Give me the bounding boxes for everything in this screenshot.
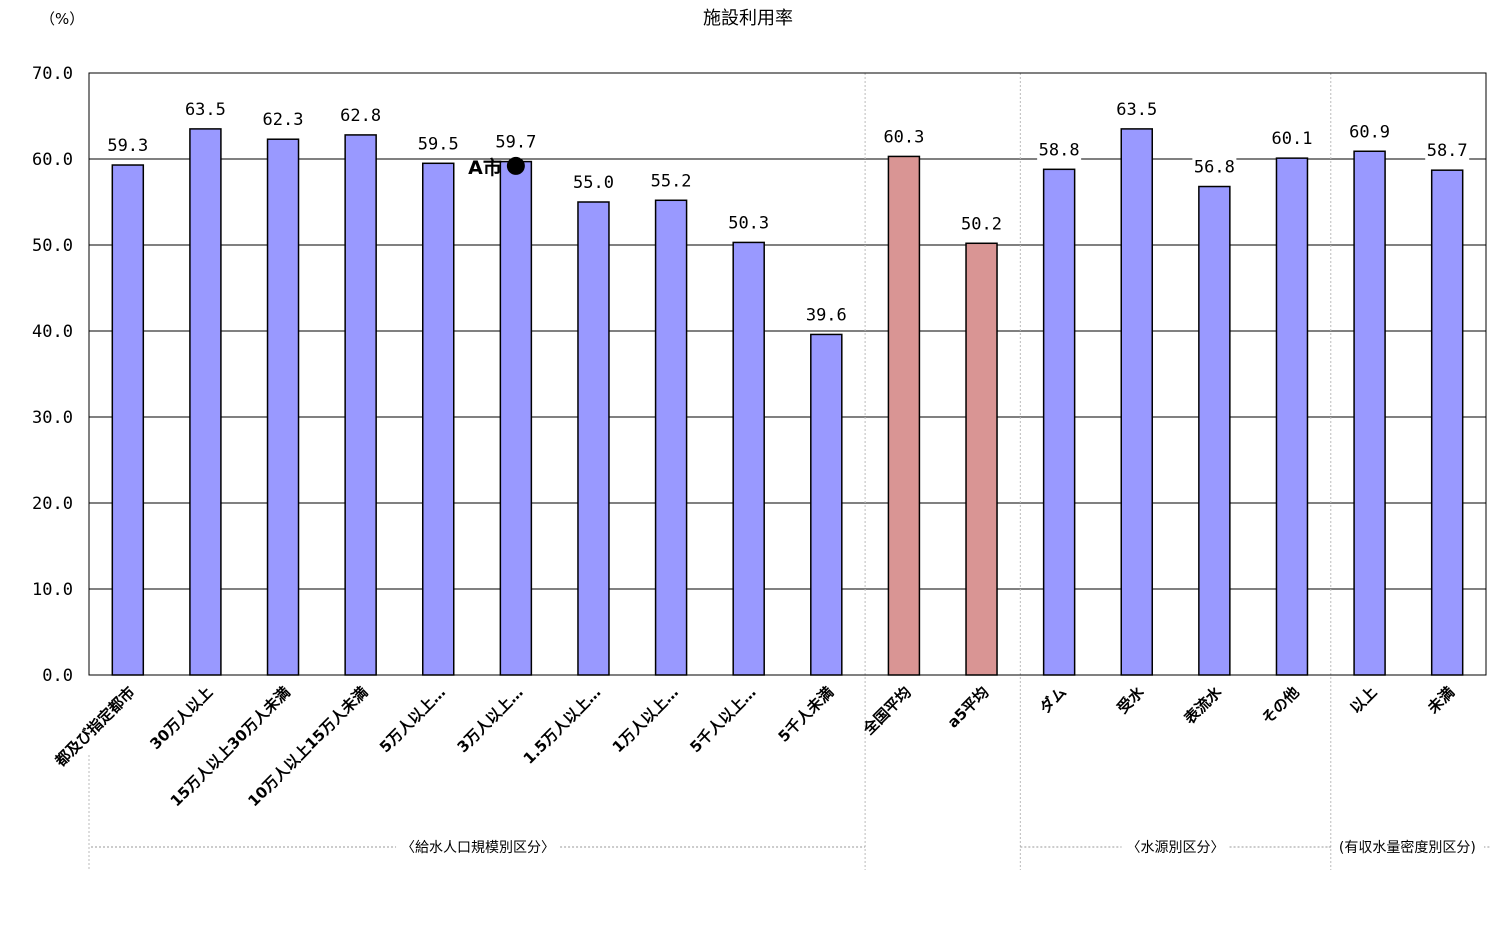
y-tick-label: 10.0 xyxy=(32,580,73,600)
group-label: 〈水源別区分〉 xyxy=(1127,840,1225,856)
y-tick-label: 0.0 xyxy=(42,666,73,686)
value-label-background xyxy=(1269,128,1314,150)
a-city-label: A市 xyxy=(468,156,502,179)
bar xyxy=(422,162,455,676)
bar xyxy=(965,242,998,676)
value-label-background xyxy=(649,170,694,192)
value-label: 58.8 xyxy=(1039,140,1080,160)
value-label-background xyxy=(1347,121,1392,143)
bar xyxy=(1198,185,1231,676)
a-city-marker: A市 xyxy=(468,156,525,179)
value-label: 63.5 xyxy=(185,100,226,120)
value-label: 56.8 xyxy=(1194,158,1235,178)
value-label-background xyxy=(571,172,616,193)
y-tick-label: 50.0 xyxy=(32,236,73,256)
x-axis-label: 全国平均 xyxy=(859,683,915,739)
value-label: 39.6 xyxy=(806,305,847,325)
bar xyxy=(344,134,377,676)
y-tick-label: 30.0 xyxy=(32,408,73,428)
value-label-background xyxy=(416,133,461,155)
x-axis-label: 1万人以上… xyxy=(609,683,682,756)
plot-frame xyxy=(88,72,1487,676)
value-label-background xyxy=(183,98,228,120)
y-tick-label: 20.0 xyxy=(32,494,73,514)
value-label-background xyxy=(261,109,306,131)
group-label: (有収水量密度別区分) xyxy=(1339,839,1476,856)
value-label: 50.3 xyxy=(728,213,769,233)
value-label-background xyxy=(105,135,150,157)
value-label: 59.5 xyxy=(418,134,459,154)
value-label-background xyxy=(1037,139,1082,161)
value-label: 55.2 xyxy=(651,171,692,191)
x-axis-label: a5平均 xyxy=(944,683,992,731)
x-axis-label: 表流水 xyxy=(1181,682,1226,727)
value-label-background xyxy=(959,213,1004,235)
value-label-background xyxy=(338,104,383,126)
bar xyxy=(1042,168,1076,676)
x-axis-label: ダム xyxy=(1036,683,1070,717)
x-axis-label: その他 xyxy=(1258,683,1303,728)
bar xyxy=(111,164,145,676)
x-axis-label: 5千人以上… xyxy=(686,683,759,756)
y-axis-ticks: 0.0 10.0 20.0 30.0 40.0 50.0 60.0 70.0 xyxy=(32,64,73,686)
bar xyxy=(577,201,610,676)
x-axis-label: 3万人以上… xyxy=(454,683,527,756)
value-label-background xyxy=(881,126,926,148)
x-axis-label: 都及び指定都市 xyxy=(51,683,139,771)
x-axis-label: 1.5万人以上… xyxy=(520,683,605,768)
a-city-dot xyxy=(506,156,525,175)
value-label-background xyxy=(1114,98,1159,120)
group-brackets: 〈給水人口規模別区分〉 〈水源別区分〉 (有収水量密度別区分) xyxy=(91,839,1490,856)
bar xyxy=(810,333,843,676)
value-labels: 59.3 63.5 62.3 62.8 59.5 59.7 55.0 55.2 50.3 39.6… xyxy=(105,98,1470,326)
bar xyxy=(1353,150,1386,676)
value-label: 63.5 xyxy=(1116,100,1157,120)
bar xyxy=(1430,169,1464,676)
y-tick-label: 70.0 xyxy=(32,64,73,84)
y-tick-label: 60.0 xyxy=(32,150,73,170)
value-label-background xyxy=(804,304,849,326)
bar xyxy=(1275,157,1309,676)
value-label: 62.3 xyxy=(263,110,304,130)
value-label-background xyxy=(1425,140,1470,162)
chart-title: 施設利用率 xyxy=(703,8,793,29)
x-axis-label: 受水 xyxy=(1114,682,1149,717)
value-label: 59.7 xyxy=(495,133,536,153)
y-tick-label: 40.0 xyxy=(32,322,73,342)
value-label: 60.3 xyxy=(883,127,924,147)
value-label: 62.8 xyxy=(340,106,381,126)
value-label: 50.2 xyxy=(961,214,1002,234)
value-label: 60.1 xyxy=(1271,129,1312,149)
value-label-background xyxy=(726,212,771,234)
x-axis-label: 未満 xyxy=(1423,683,1458,718)
x-axis-label: 以上 xyxy=(1346,683,1380,717)
gridlines xyxy=(88,73,1486,870)
value-label-background xyxy=(493,131,538,153)
bar xyxy=(499,160,533,676)
x-axis-label: 30万人以上 xyxy=(146,683,216,753)
bar xyxy=(189,128,222,676)
value-label: 58.7 xyxy=(1427,141,1468,161)
group-label: 〈給水人口規模別区分〉 xyxy=(401,840,555,856)
bar xyxy=(266,138,300,676)
value-label-background xyxy=(1192,156,1237,178)
value-label: 60.9 xyxy=(1349,122,1390,142)
x-axis-label: 5万人以上… xyxy=(376,683,449,756)
y-axis-unit: （%） xyxy=(40,10,84,28)
bar xyxy=(732,241,765,676)
x-axis-label: 5千人未満 xyxy=(775,683,838,746)
bar xyxy=(1120,128,1153,676)
value-label: 55.0 xyxy=(573,173,614,193)
bars xyxy=(111,128,1464,676)
bar xyxy=(887,155,921,676)
value-label: 59.3 xyxy=(107,136,148,156)
bar xyxy=(654,199,688,676)
